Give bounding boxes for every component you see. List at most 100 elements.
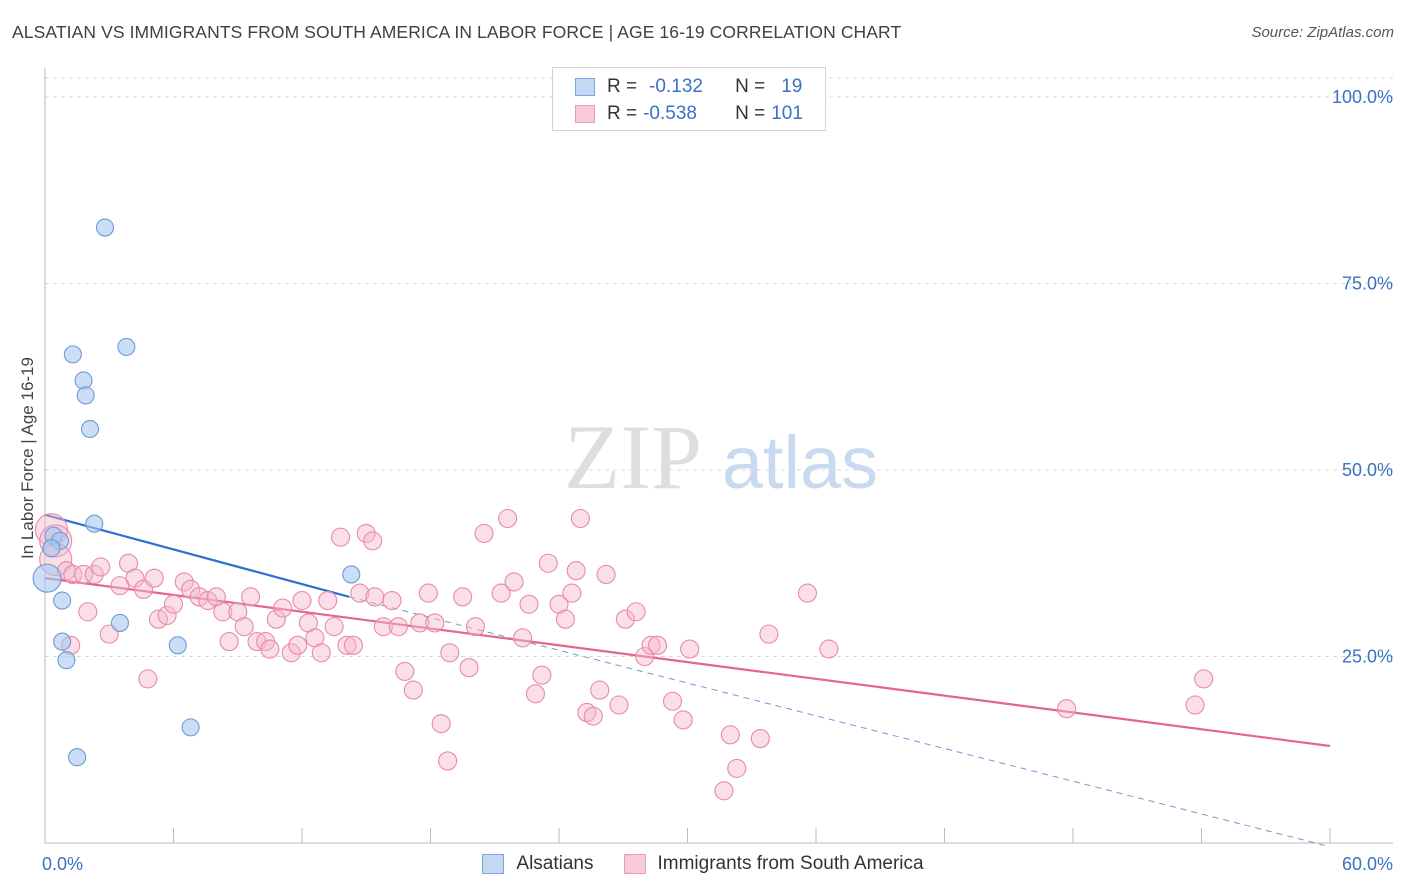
data-point-immigrants: [163, 594, 184, 614]
data-point-immigrants: [647, 635, 668, 655]
data-point-immigrants: [566, 561, 586, 581]
data-point-immigrants: [513, 628, 533, 648]
data-point-immigrants: [273, 598, 293, 618]
data-point-immigrants: [570, 508, 590, 529]
data-point-immigrants: [797, 583, 817, 603]
immigrants-swatch: [623, 854, 646, 874]
data-points: [32, 218, 1214, 801]
data-point-immigrants: [727, 758, 747, 778]
data-point-immigrants: [453, 587, 473, 607]
data-point-alsatians: [110, 613, 130, 632]
data-point-immigrants: [714, 781, 734, 801]
data-point-immigrants: [174, 572, 194, 592]
data-point-immigrants: [292, 590, 312, 611]
data-point-alsatians: [32, 563, 62, 593]
data-point-alsatians: [181, 718, 200, 737]
legend-item-alsatians[interactable]: Alsatians: [482, 852, 594, 876]
data-point-immigrants: [144, 568, 164, 588]
data-point-immigrants: [438, 751, 458, 771]
data-point-immigrants: [440, 643, 460, 663]
data-point-alsatians: [85, 514, 104, 533]
data-point-immigrants: [641, 635, 661, 655]
data-point-immigrants: [157, 605, 177, 626]
data-point-immigrants: [662, 691, 683, 711]
data-point-immigrants: [532, 665, 552, 685]
r-label: R =: [607, 103, 638, 124]
data-point-immigrants: [91, 557, 111, 577]
data-point-immigrants: [363, 531, 383, 551]
data-point-immigrants: [635, 646, 655, 667]
data-point-immigrants: [498, 508, 518, 529]
data-point-immigrants: [474, 523, 494, 543]
y-tick-label: 50.0%: [1342, 460, 1393, 480]
data-point-immigrants: [318, 590, 338, 611]
stats-legend: R = -0.132 N = 19 R = -0.538 N = 101: [552, 67, 826, 131]
data-point-alsatians: [53, 632, 72, 651]
data-point-immigrants: [63, 564, 83, 584]
alsatians-swatch: [575, 78, 595, 96]
data-point-alsatians: [80, 419, 100, 439]
data-point-immigrants: [337, 635, 357, 655]
data-point-immigrants: [590, 680, 610, 700]
axes: [44, 68, 1393, 844]
data-point-immigrants: [373, 617, 393, 637]
data-point-immigrants: [525, 684, 545, 704]
data-point-immigrants: [425, 613, 445, 633]
data-point-alsatians: [76, 386, 95, 405]
n-label: N =: [735, 103, 766, 124]
data-point-immigrants: [673, 710, 693, 730]
data-point-immigrants: [99, 624, 119, 644]
trend-lines: [44, 513, 1331, 848]
y-tick-label: 75.0%: [1342, 274, 1393, 294]
data-point-alsatians: [57, 651, 76, 670]
data-point-immigrants: [680, 639, 700, 659]
data-point-immigrants: [410, 613, 430, 633]
data-point-alsatians: [68, 748, 87, 767]
data-point-immigrants: [555, 609, 575, 629]
data-point-immigrants: [538, 553, 558, 573]
legend-item-immigrants[interactable]: Immigrants from South America: [623, 852, 924, 876]
y-tick-label: 25.0%: [1342, 647, 1393, 667]
n-value: 101: [771, 103, 803, 124]
source-label: Source: ZipAtlas.com: [1251, 24, 1394, 41]
data-point-immigrants: [465, 617, 486, 637]
data-point-immigrants: [219, 632, 239, 652]
data-point-immigrants: [382, 590, 402, 611]
r-label: R =: [607, 76, 638, 97]
data-point-immigrants: [356, 523, 376, 543]
x-tick-label: 0.0%: [42, 854, 83, 874]
stats-row-immigrants: R = -0.538 N = 101: [575, 102, 803, 126]
data-point-immigrants: [1194, 669, 1214, 689]
data-point-alsatians: [42, 539, 61, 558]
data-point-immigrants: [281, 643, 301, 663]
stats-row-alsatians: R = -0.132 N = 19: [575, 75, 802, 99]
series-legend: Alsatians Immigrants from South America: [0, 852, 1406, 876]
data-point-immigrants: [234, 617, 254, 637]
data-point-immigrants: [519, 594, 539, 614]
data-point-alsatians: [74, 371, 93, 390]
data-point-immigrants: [343, 635, 363, 655]
immigrants-swatch: [575, 105, 595, 123]
n-label: N =: [735, 76, 766, 97]
data-point-immigrants: [266, 609, 286, 629]
data-point-alsatians: [53, 591, 72, 610]
data-point-immigrants: [459, 658, 479, 678]
data-point-immigrants: [395, 661, 415, 681]
data-point-immigrants: [562, 583, 582, 603]
data-point-immigrants: [110, 576, 130, 596]
legend-label: Immigrants from South America: [657, 853, 924, 874]
data-point-immigrants: [626, 602, 646, 622]
data-point-immigrants: [577, 702, 597, 723]
data-point-immigrants: [1185, 695, 1205, 715]
data-point-immigrants: [324, 617, 344, 637]
trend-line-immigrants: [44, 577, 1331, 748]
data-point-immigrants: [615, 609, 635, 629]
data-point-immigrants: [74, 564, 94, 584]
data-point-immigrants: [350, 583, 370, 603]
data-point-immigrants: [491, 583, 511, 603]
data-point-immigrants: [78, 602, 98, 622]
data-point-alsatians: [95, 218, 115, 237]
data-point-alsatians: [342, 565, 361, 584]
alsatians-swatch: [482, 854, 505, 874]
